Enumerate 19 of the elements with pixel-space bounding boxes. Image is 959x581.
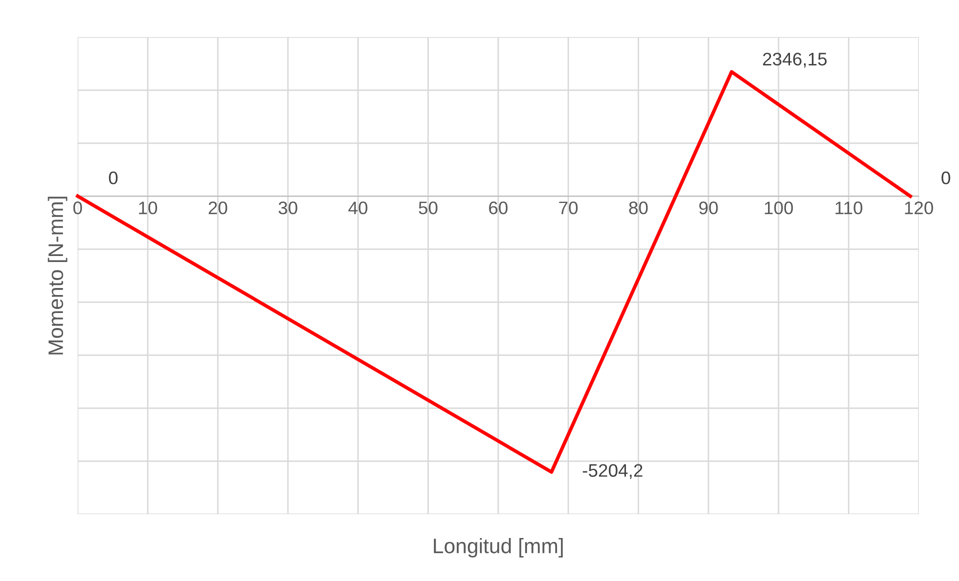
- data-label: 0: [108, 171, 118, 184]
- x-tick-label: 90: [699, 202, 718, 214]
- x-tick-label: 0: [73, 202, 82, 214]
- x-tick-label: 100: [764, 202, 793, 214]
- x-tick-label: 60: [489, 202, 508, 214]
- x-tick-label: 40: [348, 202, 368, 214]
- x-tick-label: 50: [418, 202, 438, 214]
- data-label: 0: [942, 171, 950, 184]
- x-tick-label: 70: [559, 202, 578, 214]
- y-axis-title: Momento [N-mm]: [48, 196, 68, 354]
- x-tick-label: 110: [836, 202, 862, 214]
- x-tick-label: 120: [905, 202, 934, 214]
- x-tick-label: 20: [208, 202, 228, 214]
- x-tick-label: 30: [278, 202, 298, 214]
- x-tick-label: 10: [139, 202, 158, 214]
- x-axis-title: Longitud [mm]: [434, 538, 563, 558]
- data-label: -5204,2: [582, 464, 642, 479]
- x-tick-label: 80: [629, 202, 648, 214]
- data-label: 2346,15: [763, 52, 827, 68]
